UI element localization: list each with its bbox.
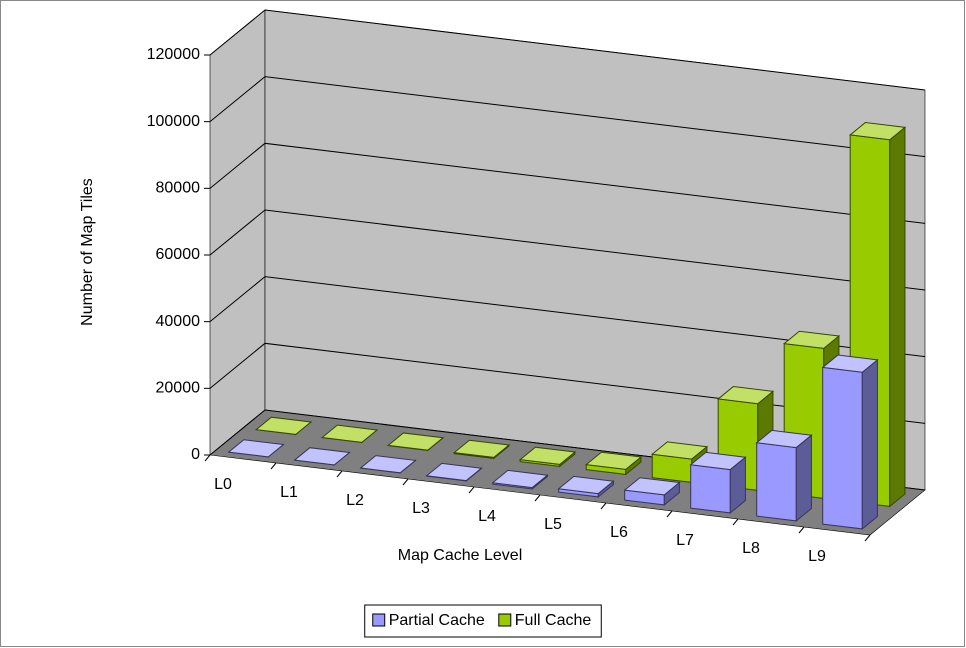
x-tick — [270, 462, 277, 470]
bar — [518, 446, 577, 468]
x-tick — [534, 494, 541, 502]
x-tick — [600, 502, 607, 510]
bar-side — [795, 434, 812, 522]
x-tick-label: L0 — [214, 476, 232, 493]
bar — [491, 469, 549, 490]
bar — [821, 354, 879, 530]
x-tick-label: L4 — [478, 508, 496, 525]
bar-top — [623, 477, 681, 496]
x-tick — [336, 470, 343, 478]
bar-top — [584, 451, 643, 470]
bar-top — [452, 439, 511, 458]
bar — [755, 429, 813, 522]
legend-box — [364, 604, 602, 638]
bar-top — [650, 441, 709, 460]
x-tick-label: L1 — [280, 484, 298, 501]
bar — [293, 447, 351, 466]
bar — [623, 477, 681, 506]
bar-top — [848, 122, 907, 141]
grid-line — [209, 342, 926, 424]
x-tick-label: L5 — [544, 516, 562, 533]
bar-front — [822, 366, 863, 530]
y-axis-title: Number of Map Tiles — [79, 178, 96, 326]
bar-top — [386, 432, 445, 451]
bar — [386, 432, 445, 452]
y-tick-label: 20000 — [156, 380, 201, 397]
y-tick-label: 60000 — [156, 246, 201, 263]
grid-line — [209, 76, 926, 158]
bar — [452, 439, 511, 460]
bar-top — [359, 455, 417, 474]
bar-top — [227, 439, 285, 458]
legend-label: Full Cache — [515, 612, 592, 629]
x-tick-label: L8 — [742, 540, 760, 557]
grid-line — [209, 9, 926, 91]
x-tick-label: L9 — [808, 548, 826, 565]
x-tick — [204, 454, 211, 462]
bar — [254, 416, 313, 436]
x-tick — [798, 526, 805, 534]
y-tick-label: 40000 — [156, 313, 201, 330]
bar-side — [889, 126, 906, 508]
legend-label: Partial Cache — [389, 612, 485, 629]
bar-top — [254, 416, 313, 435]
x-tick-label: L3 — [412, 500, 430, 517]
legend-swatch — [498, 613, 512, 627]
grid-line — [209, 209, 926, 291]
bar-top — [320, 424, 379, 443]
bar-front — [756, 442, 797, 522]
bar-top — [425, 462, 483, 482]
bar-top — [557, 475, 615, 495]
x-tick-label: L2 — [346, 492, 364, 509]
plot: 0 20000 40000 60000 80000 100000 120000 L0 L1 L2 L… — [147, 9, 926, 565]
bar — [227, 439, 285, 458]
bar — [425, 462, 483, 482]
legend-swatch — [372, 613, 386, 627]
bar — [584, 451, 643, 476]
x-tick — [864, 534, 871, 542]
bar-top — [716, 386, 775, 405]
bar-top — [293, 447, 351, 466]
bar-top — [689, 451, 747, 471]
bar-top — [755, 429, 813, 449]
y-tick-label: 0 — [191, 446, 200, 463]
x-tick-label: L7 — [676, 532, 694, 549]
bar-top — [782, 330, 841, 349]
x-tick — [732, 518, 739, 526]
bar — [359, 455, 417, 474]
bar-top — [821, 354, 879, 373]
x-tick — [468, 486, 475, 494]
bar-top — [518, 446, 577, 465]
bar — [320, 424, 379, 444]
y-tick-label: 120000 — [147, 46, 200, 63]
bar-side — [861, 358, 878, 530]
bar — [689, 451, 747, 514]
legend: Partial Cache Full Cache — [364, 604, 602, 638]
bar — [557, 475, 615, 498]
x-tick — [402, 478, 409, 486]
x-axis-title: Map Cache Level — [398, 547, 523, 564]
x-tick — [666, 510, 673, 518]
y-tick-label: 80000 — [156, 180, 201, 197]
grid-line — [209, 276, 926, 358]
y-tick-label: 100000 — [147, 113, 200, 130]
bar-front — [690, 464, 731, 514]
bar-top — [491, 469, 549, 489]
x-tick-label: L6 — [610, 524, 628, 541]
grid-line — [209, 142, 926, 224]
